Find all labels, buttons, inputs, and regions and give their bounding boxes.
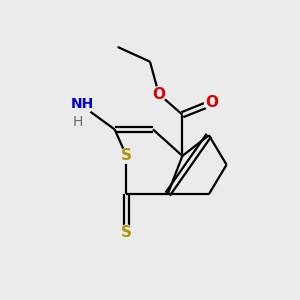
Text: S: S [121, 225, 132, 240]
Text: S: S [121, 148, 132, 164]
Circle shape [152, 87, 166, 101]
Circle shape [205, 95, 219, 110]
Text: O: O [152, 87, 165, 102]
Circle shape [119, 148, 134, 163]
Circle shape [119, 225, 134, 240]
Text: O: O [205, 95, 218, 110]
Text: NH: NH [71, 98, 94, 111]
Circle shape [73, 96, 92, 115]
Text: H: H [73, 115, 83, 129]
